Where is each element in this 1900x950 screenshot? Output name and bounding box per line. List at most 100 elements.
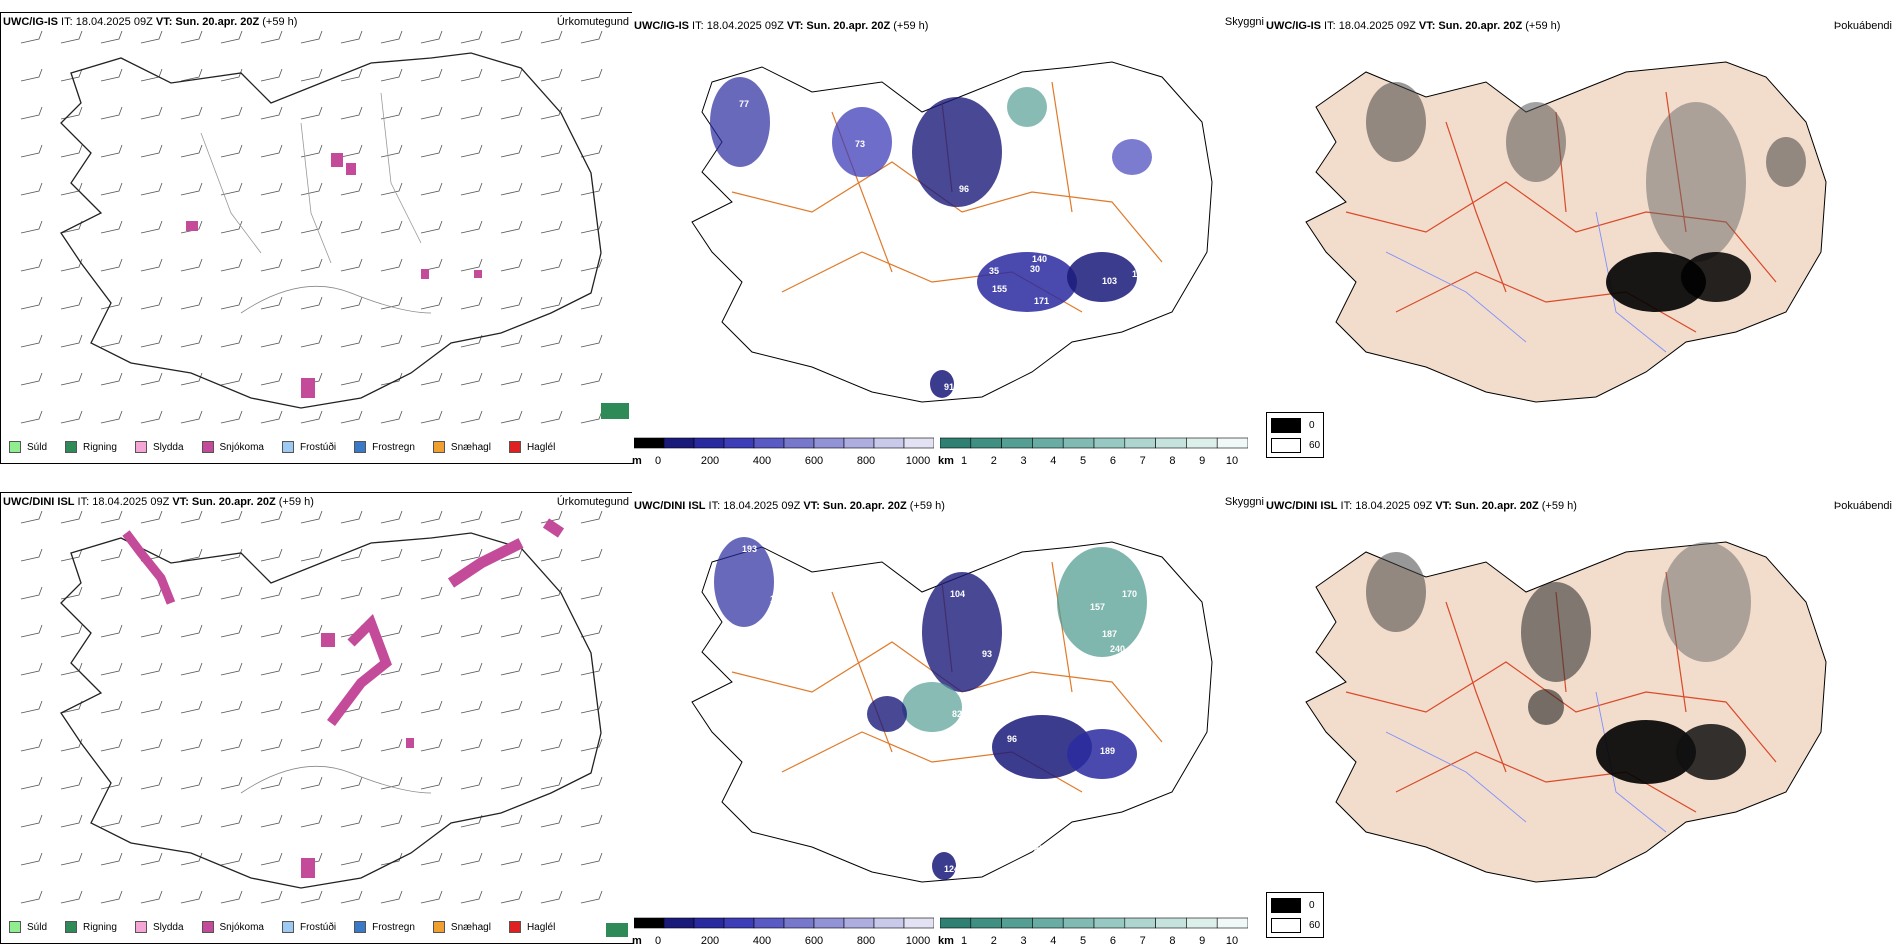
visibility-panel-top: 77 73 118 96 140 155 171 103 105 91 35 30 UWC/IG-IS… (632, 12, 1266, 467)
colorbar-swatch (1032, 437, 1064, 449)
wind-barb (460, 182, 483, 196)
wind-barb (420, 662, 443, 676)
legend-item: Snjókoma (201, 921, 264, 933)
visibility-value: 77 (739, 99, 749, 109)
wind-barb (500, 144, 523, 158)
wind-barb (20, 548, 43, 562)
wind-barb (380, 852, 403, 866)
cloud-panel-bottom: UWC/DINI ISL IT: 18.04.2025 09Z VT: Sun.… (1266, 492, 1900, 942)
wind-barb (100, 258, 123, 272)
visibility-value: 157 (1090, 602, 1105, 612)
wind-barb (460, 30, 483, 44)
panel-title-vis-top: UWC/IG-IS IT: 18.04.2025 09Z VT: Sun. 20… (634, 20, 929, 32)
colorbar-tick: 1 (960, 455, 968, 467)
wind-barb (340, 814, 363, 828)
wind-barb (60, 410, 83, 424)
wind-barb (340, 258, 363, 272)
wind-barb (100, 220, 123, 234)
colorbar-swatch (903, 437, 934, 449)
visibility-label-bottom: Skyggni (1224, 496, 1264, 508)
visibility-value: 124 (944, 864, 959, 874)
legend-label: Frostúði (299, 441, 337, 453)
legend-swatch (508, 441, 521, 453)
wind-barb (220, 738, 243, 752)
legend-item: Frostregn (354, 921, 415, 933)
cloud-map-bottom (1305, 541, 1827, 883)
legend-label: Snæhagl (450, 921, 491, 933)
wind-barb (580, 548, 603, 562)
colorbar-tick: 3 (1020, 935, 1027, 947)
colorbar-tick: 600 (804, 935, 824, 947)
legend-label: Frostregn (372, 441, 415, 453)
visibility-value: 96 (1007, 734, 1017, 744)
colorbar-tick: 800 (856, 455, 876, 467)
legend-swatch (134, 921, 147, 933)
wind-barb (300, 890, 323, 904)
colorbar-km-swatches-top (940, 437, 1248, 449)
legend-item: Súld (9, 441, 47, 453)
wind-barb (20, 410, 43, 424)
wind-barb (460, 776, 483, 790)
wind-barb (340, 106, 363, 120)
wind-barb (340, 30, 363, 44)
colorbar-tick: 4 (1050, 455, 1057, 467)
panel-title-bottom: UWC/DINI ISL IT: 18.04.2025 09Z VT: Sun.… (3, 496, 314, 508)
legend-swatch (134, 441, 147, 453)
wind-barb (180, 68, 203, 82)
panel-title-cloud-top: UWC/IG-IS IT: 18.04.2025 09Z VT: Sun. 20… (1266, 20, 1561, 32)
wind-barb (460, 700, 483, 714)
colorbar-swatch (663, 917, 695, 929)
wind-barb (420, 106, 443, 120)
wind-barb (100, 296, 123, 310)
wind-barb (180, 738, 203, 752)
cloud-label-bottom: Þokuábendi (1833, 500, 1892, 512)
wind-barb (20, 662, 43, 676)
wind-barb (340, 700, 363, 714)
colorbar-swatch (1001, 437, 1033, 449)
wind-barb (140, 624, 163, 638)
wind-barb (260, 220, 283, 234)
visibility-value: 140 (1032, 254, 1047, 264)
wind-barb (460, 510, 483, 524)
wind-barb (300, 548, 323, 562)
legend-item: Súld (9, 921, 47, 933)
visibility-value: 171 (1034, 296, 1049, 306)
visibility-value: 240 (1110, 644, 1125, 654)
wind-barb (20, 334, 43, 348)
colorbar-tick: 0 (654, 455, 662, 467)
wind-barb (100, 814, 123, 828)
wind-barb (60, 510, 83, 524)
colorbar-swatch (723, 917, 755, 929)
colorbar-tick: 400 (752, 455, 772, 467)
wind-barb (100, 852, 123, 866)
wind-barb (260, 30, 283, 44)
wind-barb (420, 624, 443, 638)
wind-barb (60, 30, 83, 44)
colorbar-tick: 2 (990, 455, 997, 467)
wind-barb (420, 814, 443, 828)
colorbar-m-unit-bottom: m (632, 935, 642, 947)
colorbar-swatch (693, 437, 725, 449)
wind-barb (420, 852, 443, 866)
legend-label: Súld (27, 441, 48, 453)
wind-barb (460, 144, 483, 158)
wind-barb (140, 296, 163, 310)
wind-barb (380, 510, 403, 524)
wind-barb (300, 624, 323, 638)
wind-barb (420, 410, 443, 424)
colorbar-swatch (783, 917, 815, 929)
colorbar-tick: 7 (1139, 935, 1146, 947)
wind-barb (60, 68, 83, 82)
legend-label: Snæhagl (450, 441, 491, 453)
colorbar-swatch (843, 917, 875, 929)
wind-barb (500, 296, 523, 310)
legend-swatch (281, 921, 294, 933)
wind-barb (580, 334, 603, 348)
wind-barb (340, 182, 363, 196)
wind-barb (420, 510, 443, 524)
wind-barb (540, 852, 563, 866)
panel-title-vis-bottom: UWC/DINI ISL IT: 18.04.2025 09Z VT: Sun.… (634, 500, 945, 512)
wind-barb (100, 700, 123, 714)
wind-barb (380, 258, 403, 272)
colorbar-swatch (1186, 917, 1218, 929)
